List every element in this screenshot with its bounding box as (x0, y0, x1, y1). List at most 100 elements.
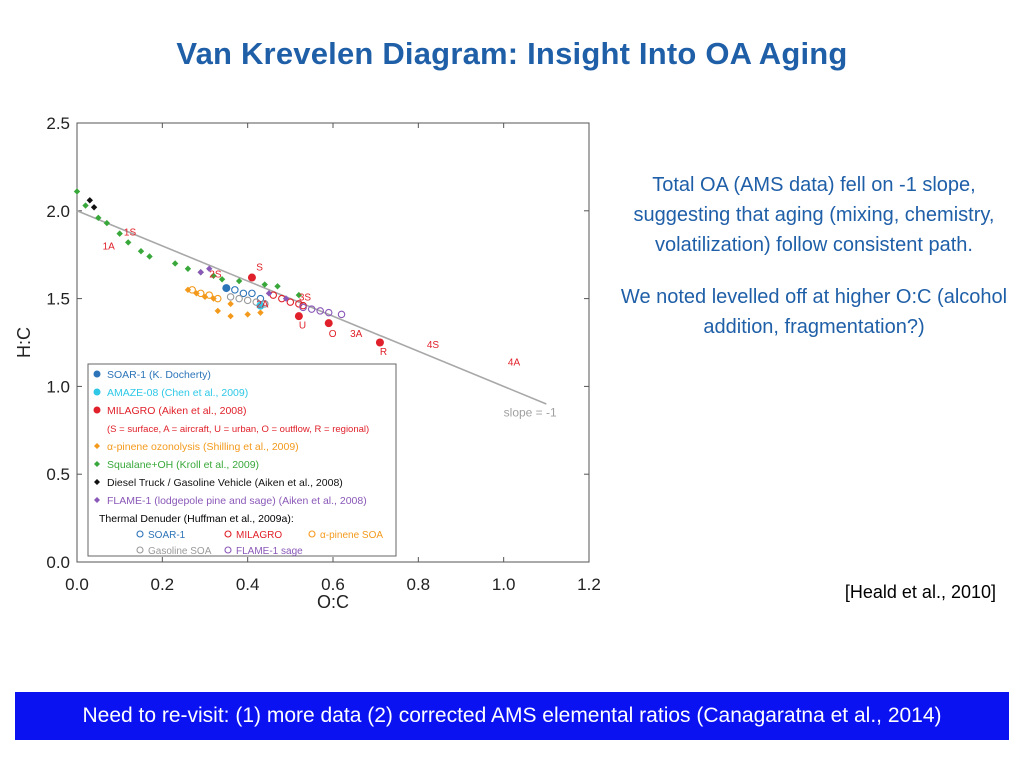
data-point (82, 202, 89, 209)
site-annotation: U (299, 320, 306, 331)
site-annotation: 4A (508, 357, 521, 368)
x-tick-label: 0.0 (65, 575, 89, 594)
site-annotation: 1S (124, 227, 137, 238)
data-point (201, 293, 209, 301)
legend-marker (136, 546, 144, 554)
citation: [Heald et al., 2010] (844, 582, 996, 602)
data-point (218, 276, 226, 283)
legend-marker (308, 530, 316, 538)
thermal-denuder-point (316, 307, 324, 315)
annotations-layer: 1S 1A 2S S 2A 3S U O 3A R 4S 4A (103, 227, 521, 368)
revisit-banner: Need to re-visit: (1) more data (2) corr… (15, 692, 1009, 740)
data-point (244, 311, 251, 318)
thermal-denuder-point (286, 298, 295, 306)
data-point (274, 283, 281, 290)
legend-label: Gasoline SOA (148, 546, 212, 557)
note-slope: Total OA (AMS data) fell on -1 slope, su… (633, 174, 995, 256)
legend-marker (224, 546, 232, 554)
data-point (184, 286, 192, 294)
legend-marker (94, 443, 100, 449)
data-point (103, 219, 111, 227)
y-tick-label: 1.0 (46, 377, 70, 396)
legend-marker (93, 370, 101, 378)
van-krevelen-chart: 0.0 0.2 0.4 0.6 0.8 1.0 1.2 0.0 0.5 1.0 1.5 2.0 2.5 O… (14, 114, 601, 612)
data-point (295, 291, 303, 299)
data-point (282, 295, 290, 302)
legend-label: α-pinene ozonolysis (Shilling et al., 20… (107, 441, 299, 453)
note-level-off: We noted levelled off at higher O:C (alc… (620, 286, 1008, 338)
y-tick-label: 2.5 (46, 114, 70, 133)
legend-marker (224, 530, 232, 538)
x-tick-label: 0.2 (151, 575, 175, 594)
thermal-denuder-point (307, 305, 316, 313)
site-annotation: 2A (256, 299, 269, 310)
thermal-denuder-point (248, 289, 256, 298)
legend-marker (93, 388, 101, 396)
data-point (86, 197, 93, 204)
data-point (257, 309, 264, 316)
x-tick-label: 0.4 (236, 575, 260, 594)
data-point (261, 281, 268, 288)
notes-panel: Total OA (AMS data) fell on -1 slope, su… (612, 170, 1016, 364)
legend: SOAR-1 (K. Docherty) AMAZE-08 (Chen et al… (87, 363, 397, 557)
thermal-denuder-point (235, 294, 243, 303)
legend-marker (94, 497, 100, 503)
data-point (184, 265, 192, 272)
y-tick-label: 0.0 (46, 553, 70, 572)
thermal-denuder-point (226, 293, 235, 301)
site-annotation: 1A (103, 241, 116, 252)
slide-title: Van Krevelen Diagram: Insight Into OA Ag… (176, 36, 848, 71)
y-tick-label: 0.5 (46, 465, 70, 484)
reference-line-layer: slope = -1 (76, 210, 557, 419)
x-tick-label: 0.8 (407, 575, 431, 594)
data-point (294, 312, 303, 321)
data-point (210, 295, 217, 302)
site-annotation: R (380, 347, 387, 358)
thermal-denuder-point (243, 296, 252, 305)
legend-label: FLAME-1 sage (236, 546, 303, 557)
data-point (197, 269, 204, 276)
legend-box (87, 363, 397, 557)
x-tick-label: 0.6 (321, 575, 345, 594)
data-point (137, 247, 145, 255)
slope-line (76, 210, 547, 405)
data-point (214, 307, 221, 315)
legend-label: AMAZE-08 (Chen et al., 2009) (107, 387, 248, 399)
site-annotation: O (329, 329, 337, 340)
data-point (95, 214, 102, 222)
site-annotation: S (256, 263, 263, 274)
data-point (265, 290, 273, 297)
legend-marker (94, 479, 100, 485)
legend-marker (136, 530, 144, 538)
y-axis-label: H:C (14, 327, 34, 358)
legend-label: FLAME-1 (lodgepole pine and sage) (Aiken… (107, 495, 367, 507)
data-point (206, 265, 213, 272)
data-point (125, 239, 132, 246)
data-point (171, 260, 179, 267)
data-point (324, 319, 333, 328)
data-point (227, 312, 234, 320)
legend-label: α-pinene SOA (320, 530, 383, 541)
data-point (256, 301, 265, 310)
legend-label: SOAR-1 (K. Docherty) (107, 369, 211, 381)
x-axis-label: O:C (317, 592, 349, 612)
data-point (90, 204, 98, 211)
data-points-layer (73, 188, 384, 347)
data-point (247, 273, 256, 282)
x-tick-label: 1.0 (492, 575, 516, 594)
slope-label: slope = -1 (504, 405, 557, 419)
thermal-denuder-point (231, 286, 239, 294)
legend-label: SOAR-1 (148, 530, 186, 541)
legend-label: Squalane+OH (Kroll et al., 2009) (107, 459, 259, 471)
data-point (146, 253, 153, 260)
site-annotation: 3S (299, 292, 312, 303)
y-tick-label: 2.0 (46, 202, 70, 221)
data-point (73, 188, 81, 195)
thermal-denuder-point (299, 303, 307, 312)
thermal-denuder-point (337, 310, 346, 319)
legend-marker (93, 406, 101, 414)
y-tick-label: 1.5 (46, 290, 70, 309)
data-point (222, 284, 231, 293)
legend-label: Thermal Denuder (Huffman et al., 2009a): (99, 513, 294, 525)
site-annotation: 2S (209, 270, 222, 281)
